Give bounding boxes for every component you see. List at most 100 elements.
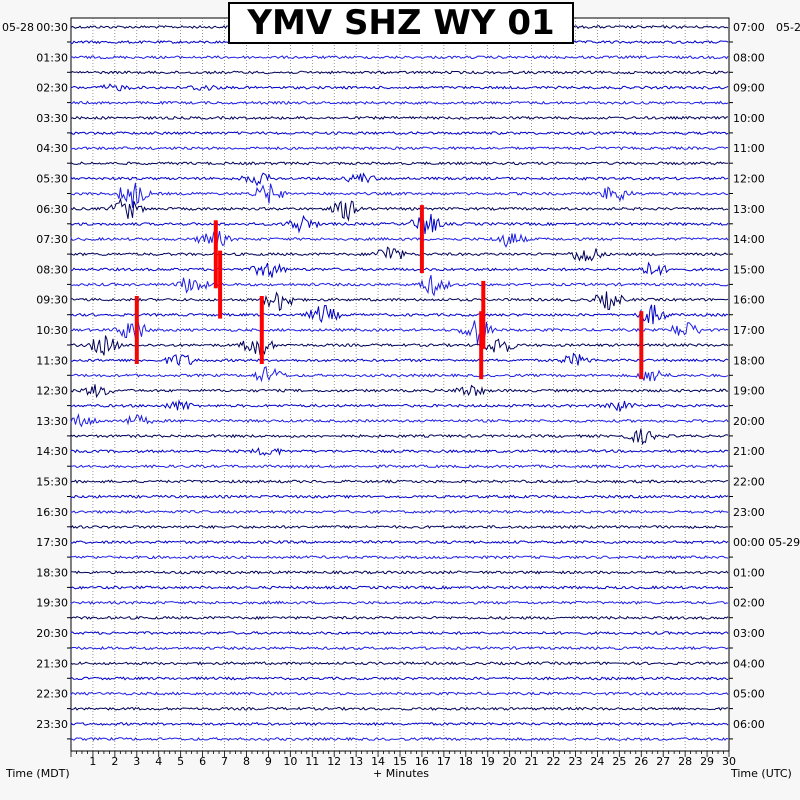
trace-line-row-21 bbox=[70, 335, 729, 356]
trace-line-row-7 bbox=[70, 130, 729, 136]
right-time-label: 19:00 bbox=[733, 385, 765, 398]
trace-line-row-16 bbox=[70, 261, 729, 278]
x-tick-label: 25 bbox=[612, 755, 626, 768]
right-axis-label: Time (UTC) bbox=[731, 767, 792, 780]
date-right-label: 05-2 bbox=[776, 21, 800, 34]
right-time-label: 10:00 bbox=[733, 112, 765, 125]
left-time-label: 03:30 bbox=[36, 112, 68, 125]
trace-line-row-47 bbox=[70, 736, 729, 742]
x-tick-label: 8 bbox=[243, 755, 250, 768]
right-time-label: 15:00 bbox=[733, 263, 765, 276]
trace-line-row-24 bbox=[70, 384, 728, 399]
trace-line-row-29 bbox=[70, 464, 729, 469]
right-time-label: 23:00 bbox=[733, 506, 765, 519]
left-time-label: 22:30 bbox=[36, 688, 68, 701]
trace-line-row-18 bbox=[70, 291, 729, 312]
x-tick-label: 20 bbox=[503, 755, 517, 768]
x-tick-label: 4 bbox=[155, 755, 162, 768]
trace-line-row-45 bbox=[70, 706, 729, 711]
trace-line-row-3 bbox=[70, 70, 729, 75]
clipped-burst-1 bbox=[213, 220, 218, 289]
right-time-label: 01:00 bbox=[733, 566, 765, 579]
trace-line-row-40 bbox=[70, 630, 729, 636]
x-tick-label: 22 bbox=[547, 755, 561, 768]
x-tick-label: 24 bbox=[590, 755, 604, 768]
x-tick-label: 18 bbox=[459, 755, 473, 768]
trace-line-row-11 bbox=[70, 182, 729, 208]
trace-line-row-26 bbox=[70, 413, 729, 428]
x-tick-label: 10 bbox=[283, 755, 297, 768]
trace-line-row-17 bbox=[70, 275, 729, 297]
trace-line-row-22 bbox=[70, 352, 729, 367]
x-tick-label: 12 bbox=[327, 755, 341, 768]
trace-line-row-39 bbox=[70, 615, 729, 621]
left-time-label: 17:30 bbox=[36, 536, 68, 549]
trace-line-row-6 bbox=[70, 115, 729, 121]
trace-line-row-10 bbox=[70, 172, 729, 187]
left-time-label: 07:30 bbox=[36, 233, 68, 246]
right-time-label: 17:00 bbox=[733, 324, 765, 337]
right-time-label: 11:00 bbox=[733, 142, 765, 155]
trace-line-row-20 bbox=[70, 320, 729, 345]
trace-line-row-27 bbox=[70, 428, 729, 446]
right-time-label: 03:00 bbox=[733, 627, 765, 640]
x-tick-label: 23 bbox=[568, 755, 582, 768]
left-time-label: 11:30 bbox=[36, 354, 68, 367]
x-axis-label: + Minutes bbox=[373, 767, 430, 780]
x-tick-label: 17 bbox=[437, 755, 451, 768]
trace-line-row-41 bbox=[70, 645, 729, 651]
right-time-label: 04:00 bbox=[733, 657, 765, 670]
right-time-label: 07:00 bbox=[733, 21, 765, 34]
trace-line-row-4 bbox=[70, 83, 729, 92]
x-tick-label: 1 bbox=[89, 755, 96, 768]
left-time-label: 08:30 bbox=[36, 263, 68, 276]
left-axis-label: Time (MDT) bbox=[6, 767, 70, 780]
left-time-label: 10:30 bbox=[36, 324, 68, 337]
trace-line-row-2 bbox=[70, 55, 729, 60]
trace-line-row-30 bbox=[70, 479, 729, 484]
x-tick-label: 26 bbox=[634, 755, 648, 768]
clipped-burst-2 bbox=[218, 250, 223, 319]
x-tick-label: 13 bbox=[349, 755, 363, 768]
chart-title: YMV SHZ WY 01 bbox=[228, 2, 574, 44]
date-left-label: 05-28 bbox=[2, 21, 34, 34]
x-tick-label: 9 bbox=[265, 755, 272, 768]
right-time-label: 16:00 bbox=[733, 294, 765, 307]
x-tick-label: 16 bbox=[415, 755, 429, 768]
trace-line-row-19 bbox=[70, 304, 729, 325]
right-time-label: 21:00 bbox=[733, 445, 765, 458]
x-tick-label: 15 bbox=[393, 755, 407, 768]
x-tick-label: 28 bbox=[678, 755, 692, 768]
left-time-label: 01:30 bbox=[36, 51, 68, 64]
right-time-label: 20:00 bbox=[733, 415, 765, 428]
right-time-label: 05:00 bbox=[733, 688, 765, 701]
x-tick-label: 3 bbox=[133, 755, 140, 768]
trace-line-row-34 bbox=[70, 539, 729, 545]
left-time-label: 13:30 bbox=[36, 415, 68, 428]
trace-line-row-43 bbox=[70, 676, 729, 681]
trace-line-row-23 bbox=[70, 365, 729, 383]
right-time-label: 13:00 bbox=[733, 203, 765, 216]
x-tick-label: 27 bbox=[656, 755, 670, 768]
left-time-label: 15:30 bbox=[36, 476, 68, 489]
trace-line-row-31 bbox=[70, 494, 729, 499]
trace-line-row-14 bbox=[70, 229, 729, 248]
right-time-label: 09:00 bbox=[733, 82, 765, 95]
x-tick-label: 14 bbox=[371, 755, 385, 768]
x-tick-label: 5 bbox=[177, 755, 184, 768]
right-time-label: 12:00 bbox=[733, 173, 765, 186]
trace-line-row-36 bbox=[70, 570, 729, 575]
x-tick-label: 11 bbox=[305, 755, 319, 768]
x-tick-label: 6 bbox=[199, 755, 206, 768]
left-time-label: 02:30 bbox=[36, 82, 68, 95]
left-time-label: 05:30 bbox=[36, 173, 68, 186]
right-time-label: 14:00 bbox=[733, 233, 765, 246]
clipped-burst-3 bbox=[481, 280, 486, 349]
trace-line-row-46 bbox=[70, 721, 729, 727]
right-time-label: 06:00 bbox=[733, 718, 765, 731]
left-time-label: 23:30 bbox=[36, 718, 68, 731]
left-time-label: 09:30 bbox=[36, 294, 68, 307]
x-tick-label: 29 bbox=[700, 755, 714, 768]
trace-line-row-38 bbox=[70, 600, 729, 605]
